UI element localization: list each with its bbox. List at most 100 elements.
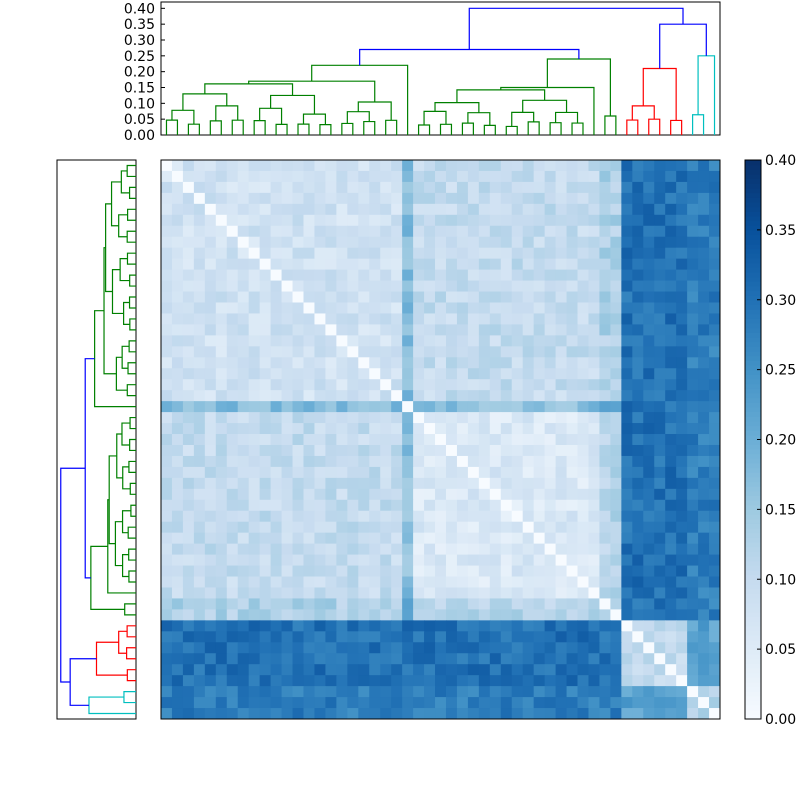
left-dendrogram-link (129, 274, 136, 287)
heatmap-cell (237, 510, 250, 523)
heatmap-cell (632, 324, 644, 336)
heatmap-cell (215, 620, 228, 632)
colorbar-segment (745, 709, 761, 715)
heatmap-cell (435, 258, 447, 271)
heatmap-cell (588, 192, 600, 205)
heatmap-cell (435, 225, 447, 238)
heatmap-cell (610, 587, 622, 599)
heatmap-cell (248, 598, 261, 610)
heatmap-cell (281, 269, 294, 282)
heatmap-cell (599, 258, 611, 271)
heatmap-cell (500, 170, 513, 183)
heatmap-cell (413, 160, 425, 172)
heatmap-cell (336, 346, 348, 358)
heatmap-cell (314, 543, 326, 556)
top-dendrogram-link (522, 99, 568, 113)
heatmap-cell (413, 598, 425, 610)
heatmap-cell (533, 510, 546, 523)
heatmap-cell (226, 412, 239, 424)
heatmap-cell (577, 675, 589, 687)
top-dendrogram-link (527, 121, 540, 135)
heatmap-cell (709, 181, 721, 194)
heatmap-cell (270, 291, 283, 303)
heatmap-cell (237, 170, 250, 183)
heatmap-cell (347, 379, 359, 391)
colorbar-segment (745, 304, 761, 310)
heatmap-cell (292, 664, 304, 676)
heatmap-cell (182, 346, 195, 358)
heatmap-cell (698, 434, 710, 446)
heatmap-cell (687, 313, 699, 325)
heatmap-cell (369, 598, 381, 610)
heatmap-cell (161, 269, 173, 282)
heatmap-cell (435, 642, 447, 654)
heatmap-cell (533, 324, 546, 336)
heatmap-cell (204, 203, 217, 216)
heatmap-cell (182, 214, 195, 227)
heatmap-cell (566, 390, 579, 402)
heatmap-cell (709, 258, 721, 271)
heatmap-cell (435, 335, 447, 347)
heatmap-cell (402, 499, 414, 512)
heatmap-cell (676, 170, 688, 183)
heatmap-cell (577, 324, 589, 336)
heatmap-cell (413, 477, 425, 490)
heatmap-cell (511, 291, 524, 303)
heatmap-cell (237, 675, 250, 687)
colorbar-segment (745, 290, 761, 296)
heatmap-cell (643, 346, 655, 358)
heatmap-cell (478, 598, 491, 610)
heatmap-cell (347, 192, 359, 205)
colorbar-segment (745, 378, 761, 385)
heatmap-cell (709, 598, 721, 610)
heatmap-cell (522, 653, 535, 665)
heatmap-cell (577, 598, 589, 610)
heatmap-cell (478, 412, 491, 424)
heatmap-cell (566, 170, 579, 183)
heatmap-cell (413, 291, 425, 303)
heatmap-cell (632, 565, 644, 578)
heatmap-cell (511, 181, 524, 194)
heatmap-cell (237, 423, 250, 435)
heatmap-cell (259, 247, 272, 260)
colorbar-segment (745, 192, 761, 198)
heatmap-cell (588, 708, 600, 720)
heatmap-cell (248, 554, 261, 567)
heatmap-cell (292, 532, 304, 545)
heatmap-cell (621, 488, 633, 501)
heatmap-cell (237, 598, 250, 610)
colorbar-segment (745, 476, 761, 483)
heatmap-cell (226, 587, 239, 599)
heatmap-cell (676, 379, 688, 391)
heatmap-cell (665, 521, 677, 534)
heatmap-cell (676, 291, 688, 303)
heatmap-cell (402, 324, 414, 336)
heatmap-cell (555, 488, 568, 501)
heatmap-cell (292, 269, 304, 282)
heatmap-cell (347, 587, 359, 599)
heatmap-cell (621, 510, 633, 523)
heatmap-cell (171, 697, 184, 709)
heatmap-cell (522, 313, 535, 325)
heatmap-cell (380, 335, 392, 347)
heatmap-cell (270, 653, 283, 665)
heatmap-cell (610, 466, 622, 479)
heatmap-cell (358, 543, 370, 556)
heatmap-cell (621, 423, 633, 435)
heatmap-cell (610, 543, 622, 556)
heatmap-cell (358, 247, 370, 260)
heatmap-cell (391, 598, 403, 610)
top-dendrogram-link (215, 105, 239, 121)
heatmap-cell (369, 642, 381, 654)
heatmap-cell (544, 335, 557, 347)
heatmap-cell (171, 357, 184, 369)
heatmap-cell (456, 565, 469, 578)
heatmap-cell (259, 214, 272, 227)
heatmap-cell (182, 192, 195, 205)
heatmap-cell (215, 587, 228, 599)
heatmap-cell (270, 423, 283, 435)
colorbar-segment (745, 583, 761, 590)
heatmap-cell (698, 499, 710, 512)
heatmap-cell (687, 488, 699, 501)
heatmap-cell (259, 346, 272, 358)
